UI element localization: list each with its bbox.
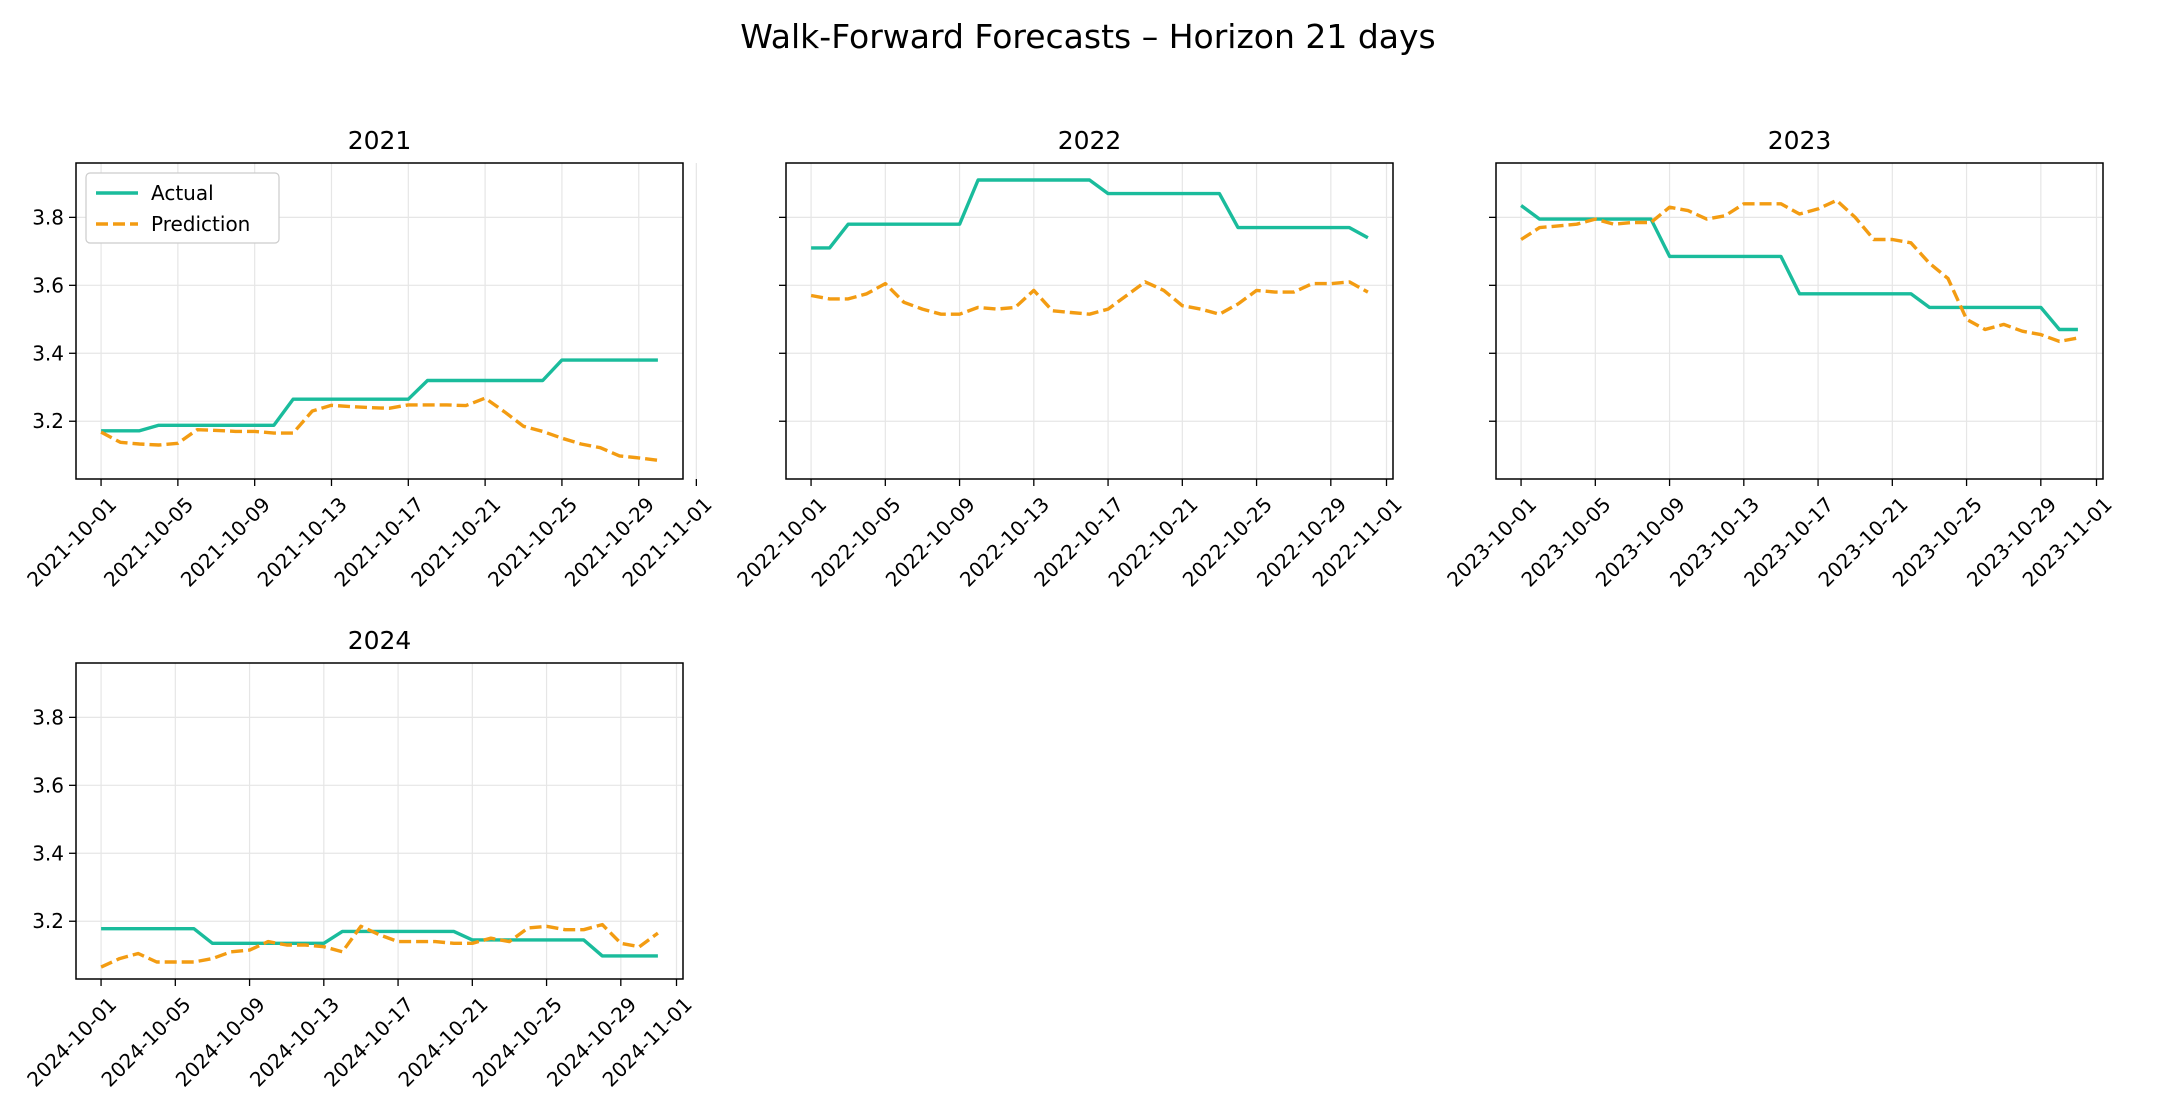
y-tick-label: 3.2 (32, 909, 64, 933)
plot-area (76, 663, 683, 979)
series-line-actual (811, 178, 1369, 250)
panel-title: 2021 (348, 126, 412, 155)
gridlines (76, 663, 683, 979)
y-tick-label: 3.2 (32, 409, 64, 433)
series-lines (1520, 198, 2079, 344)
panel-title: 2022 (1058, 126, 1122, 155)
series-line-prediction (100, 922, 659, 969)
y-tick-label: 3.8 (32, 705, 64, 729)
series-lines (810, 178, 1369, 316)
legend-label-prediction: Prediction (151, 212, 250, 236)
plot-area (1496, 163, 2103, 479)
series-line-prediction (1520, 198, 2079, 344)
legend: Actual Prediction (85, 172, 280, 244)
y-tick-label: 3.4 (32, 841, 64, 865)
plot-frame (75, 162, 684, 480)
series-line-actual (101, 927, 658, 958)
series-line-actual (101, 358, 658, 433)
series-line-actual (1520, 204, 2078, 332)
gridlines (1496, 163, 2103, 479)
legend-label-actual: Actual (151, 181, 214, 205)
y-tick-label: 3.4 (32, 341, 64, 365)
y-tick-label: 3.8 (32, 205, 64, 229)
series-line-prediction (810, 280, 1369, 316)
panel-title: 2023 (1768, 126, 1832, 155)
series-lines (100, 922, 659, 969)
series-lines (100, 358, 659, 462)
series-line-prediction (100, 396, 659, 462)
plot-frame (75, 662, 684, 980)
plot-frame (1495, 162, 2104, 480)
y-tick-label: 3.6 (32, 273, 64, 297)
plot-frame (785, 162, 1394, 480)
figure-title: Walk-Forward Forecasts – Horizon 21 days (740, 17, 1435, 56)
gridlines (786, 163, 1393, 479)
panel-title: 2024 (348, 626, 412, 655)
plot-area (786, 163, 1393, 479)
y-tick-label: 3.6 (32, 773, 64, 797)
